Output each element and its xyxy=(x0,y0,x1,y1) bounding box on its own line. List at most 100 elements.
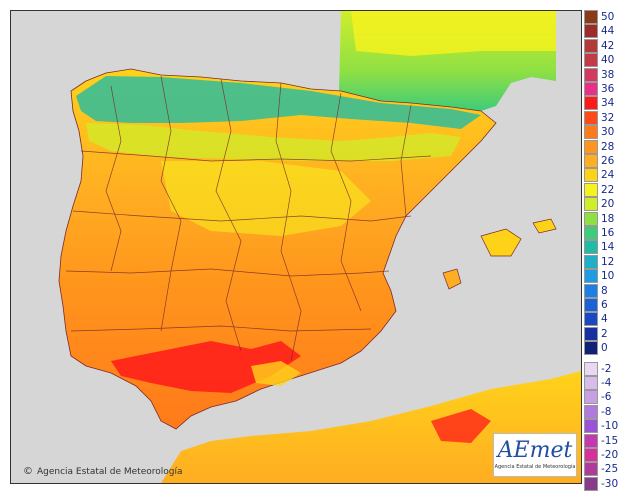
legend-swatch xyxy=(584,226,598,240)
legend-entry: 16 xyxy=(584,226,628,240)
legend-entry: -20 xyxy=(584,448,628,462)
legend-swatch xyxy=(584,476,598,491)
legend-label: -15 xyxy=(601,434,619,447)
legend-swatch xyxy=(584,24,598,39)
legend-label: 20 xyxy=(601,198,615,211)
legend-swatch xyxy=(584,197,598,212)
legend-label: -20 xyxy=(601,449,619,461)
legend-entry: 24 xyxy=(584,168,628,183)
legend-swatch xyxy=(584,82,598,96)
legend-label: -10 xyxy=(601,420,619,433)
legend-swatch xyxy=(584,96,598,111)
legend-entry: 44 xyxy=(584,24,628,39)
legend-entry: 4 xyxy=(584,312,628,327)
province-borders xyxy=(65,75,432,362)
legend-swatch xyxy=(584,376,598,390)
legend-swatch xyxy=(584,139,598,154)
legend-swatch xyxy=(584,419,598,434)
legend-entry: -15 xyxy=(584,433,628,448)
legend-entry: 14 xyxy=(584,240,628,255)
legend-swatch xyxy=(584,390,598,405)
legend-label: -8 xyxy=(601,405,612,418)
legend-entry: 18 xyxy=(584,211,628,226)
legend-label: 36 xyxy=(601,83,615,95)
legend-label: 42 xyxy=(601,39,615,52)
legend-label: 6 xyxy=(601,299,608,311)
legend-swatch xyxy=(584,361,598,376)
legend-swatch xyxy=(584,182,598,197)
legend-swatch xyxy=(584,254,598,269)
legend-swatch xyxy=(584,110,598,125)
sierra-nevada-cool xyxy=(251,361,301,386)
legend-entry: -8 xyxy=(584,404,628,419)
atlas-cool xyxy=(431,409,491,443)
legend-swatch xyxy=(584,53,598,68)
legend-swatch xyxy=(584,168,598,183)
north-africa xyxy=(161,371,581,483)
legend-entry: 32 xyxy=(584,110,628,125)
legend-label: 0 xyxy=(601,342,608,355)
legend-label: 38 xyxy=(601,68,615,81)
legend-entry: 36 xyxy=(584,82,628,96)
legend-entry: 12 xyxy=(584,254,628,269)
legend-label: 28 xyxy=(601,140,615,153)
legend-label: -2 xyxy=(601,362,612,375)
legend-entry: 6 xyxy=(584,298,628,312)
northern-green-band xyxy=(86,123,461,161)
legend-swatch xyxy=(584,404,598,419)
mallorca xyxy=(480,228,522,257)
legend-entry: -10 xyxy=(584,419,628,434)
legend-entry: 26 xyxy=(584,154,628,168)
legend-entry: 22 xyxy=(584,182,628,197)
legend-entry: 42 xyxy=(584,38,628,53)
legend-label: 32 xyxy=(601,111,615,124)
legend-entry: 0 xyxy=(584,341,628,356)
legend-label: 8 xyxy=(601,284,608,297)
legend-entry: -25 xyxy=(584,462,628,477)
legend-label: 44 xyxy=(601,25,615,38)
legend-label: -25 xyxy=(601,463,619,476)
legend-label: 10 xyxy=(601,270,615,283)
legend-entry: 34 xyxy=(584,96,628,111)
legend-label: -6 xyxy=(601,391,612,404)
legend-swatch xyxy=(584,326,598,341)
legend-label: 12 xyxy=(601,255,615,268)
legend-label: 26 xyxy=(601,155,615,167)
legend-swatch xyxy=(584,10,598,24)
legend-label: 2 xyxy=(601,327,608,340)
legend-entry: -4 xyxy=(584,376,628,390)
guadalquivir-hot xyxy=(111,341,301,393)
legend-label: 40 xyxy=(601,54,615,67)
northern-cool-band xyxy=(76,76,481,129)
legend-entry: -2 xyxy=(584,361,628,376)
legend-swatch xyxy=(584,240,598,255)
temperature-legend: 50 44 42 40 38 36 34 32 30 28 26 24 22 20 18 16 14 12 10 8 6… xyxy=(584,10,628,491)
legend-entry: 40 xyxy=(584,53,628,68)
legend-entry: 8 xyxy=(584,283,628,298)
legend-entry: 38 xyxy=(584,67,628,82)
legend-swatch xyxy=(584,269,598,284)
legend-label: 24 xyxy=(601,169,615,182)
legend-entry: -30 xyxy=(584,476,628,491)
legend-entry: 2 xyxy=(584,326,628,341)
legend-swatch xyxy=(584,298,598,312)
legend-label: 4 xyxy=(601,313,608,326)
legend-swatch xyxy=(584,448,598,462)
legend-swatch xyxy=(584,38,598,53)
legend-label: 16 xyxy=(601,227,615,239)
legend-swatch xyxy=(584,154,598,168)
legend-label: 50 xyxy=(601,11,615,23)
legend-label: 30 xyxy=(601,126,615,139)
aemet-logo: AEmet Agencia Estatal de Meteorología xyxy=(493,433,577,477)
legend-label: 34 xyxy=(601,97,615,110)
legend-swatch xyxy=(584,462,598,477)
legend-entry: 10 xyxy=(584,269,628,284)
temperature-map: © Agencia Estatal de Meteorología AEmet A… xyxy=(10,10,582,484)
legend-swatch xyxy=(584,211,598,226)
legend-swatch xyxy=(584,433,598,448)
legend-swatch xyxy=(584,341,598,356)
legend-entry: 28 xyxy=(584,139,628,154)
logo-mark: AEmet xyxy=(497,438,573,463)
legend-entry: 30 xyxy=(584,125,628,140)
legend-swatch xyxy=(584,312,598,327)
